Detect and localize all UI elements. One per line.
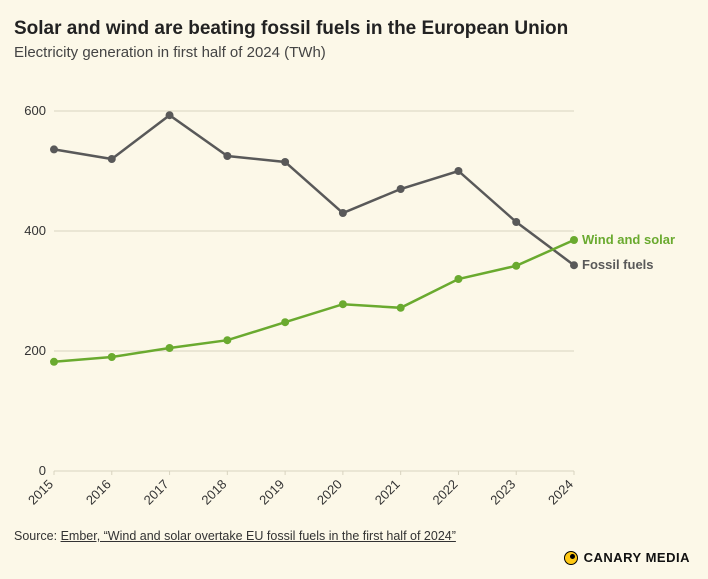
logo-text: CANARY MEDIA [584,550,690,565]
canary-logo-icon [564,551,578,565]
plot-area: 0 200 400 600 2015 2016 2017 2018 2019 2020 2021 20… [14,71,694,521]
chart-card: Solar and wind are beating fossil fuels … [0,0,708,579]
chart-title: Solar and wind are beating fossil fuels … [14,18,694,40]
svg-text:0: 0 [39,463,46,478]
svg-text:2024: 2024 [545,477,576,508]
svg-text:2022: 2022 [430,477,461,508]
line-chart-svg: 0 200 400 600 2015 2016 2017 2018 2019 2020 2021 20… [14,71,694,521]
svg-text:2015: 2015 [25,477,56,508]
svg-text:Wind and solar: Wind and solar [582,232,675,247]
source-line: Source: Ember, “Wind and solar overtake … [14,529,694,543]
svg-text:200: 200 [24,343,46,358]
svg-text:2023: 2023 [487,477,518,508]
source-prefix: Source: [14,529,61,543]
svg-text:2016: 2016 [83,477,114,508]
logo: CANARY MEDIA [564,550,690,565]
source-link[interactable]: Ember, “Wind and solar overtake EU fossi… [61,529,456,543]
svg-text:Fossil fuels: Fossil fuels [582,257,654,272]
chart-subtitle: Electricity generation in first half of … [14,44,694,61]
svg-text:2020: 2020 [314,477,345,508]
svg-text:400: 400 [24,223,46,238]
svg-text:2018: 2018 [198,477,229,508]
svg-text:2019: 2019 [256,477,287,508]
svg-text:2021: 2021 [372,477,403,508]
svg-text:2017: 2017 [141,477,172,508]
svg-text:600: 600 [24,103,46,118]
